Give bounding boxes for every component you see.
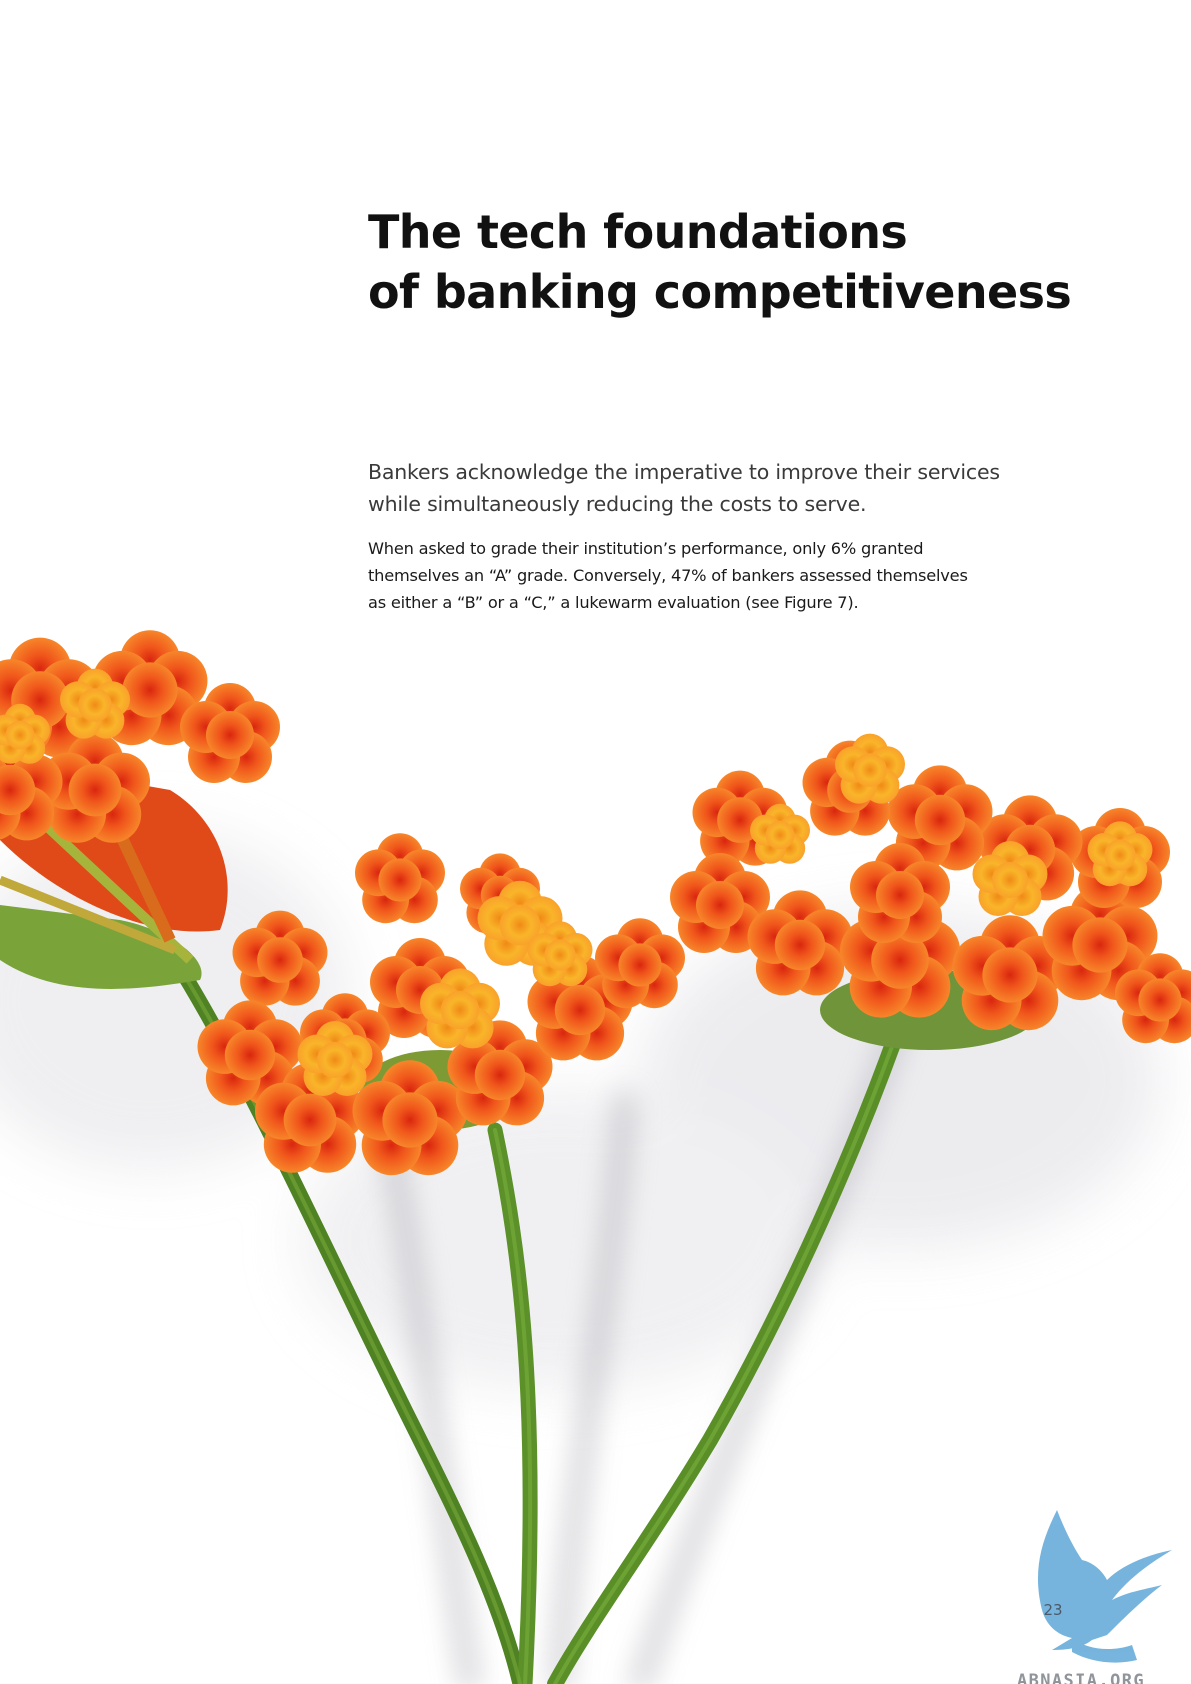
body-line-3: as either a “B” or a “C,” a lukewarm eva…	[368, 593, 859, 612]
griffin-icon	[1037, 1510, 1172, 1663]
lantana-flowers-photo	[0, 630, 1191, 1684]
page-number: 23	[1043, 1601, 1063, 1619]
page-title-line-1: The tech foundations	[368, 205, 908, 259]
page-title-line-2: of banking competitiveness	[368, 265, 1072, 319]
right-flower-head	[670, 733, 1191, 1050]
page-title: The tech foundations of banking competit…	[368, 202, 1072, 322]
lead-line-2: while simultaneously reducing the costs …	[368, 492, 867, 516]
lead-paragraph: Bankers acknowledge the imperative to im…	[368, 456, 1000, 520]
watermark-logo	[1037, 1510, 1172, 1663]
lead-line-1: Bankers acknowledge the imperative to im…	[368, 460, 1000, 484]
body-line-1: When asked to grade their institution’s …	[368, 539, 924, 558]
left-flower-head	[0, 630, 280, 989]
body-paragraph: When asked to grade their institution’s …	[368, 535, 988, 616]
body-line-2: themselves an “A” grade. Conversely, 47%…	[368, 566, 968, 585]
middle-flower-head	[197, 833, 685, 1176]
watermark-text: ABNASIA.ORG	[1017, 1671, 1145, 1684]
